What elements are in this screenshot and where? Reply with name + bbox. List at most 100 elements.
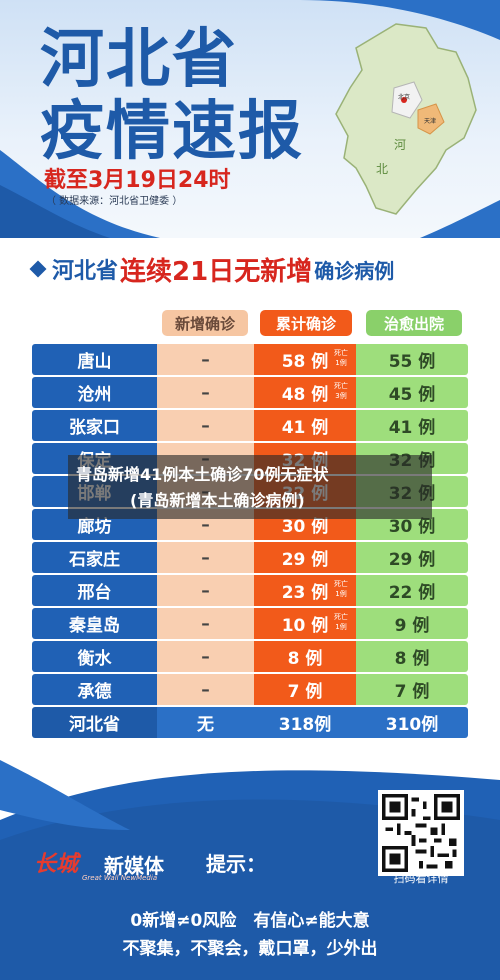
cell-new: 无	[157, 707, 254, 738]
cell-city-text: 邢台	[77, 583, 112, 603]
cell-city-text: 唐山	[77, 352, 112, 372]
footer-wave-decoration	[0, 760, 500, 980]
cell-new-text: –	[201, 547, 210, 568]
cell-total-text: 41 例	[281, 418, 329, 438]
header-wave-decoration	[0, 0, 500, 238]
cell-new-text: –	[201, 613, 210, 634]
cell-city: 张家口	[32, 410, 157, 441]
cell-city-text: 衡水	[77, 649, 112, 669]
cell-new-text: –	[201, 679, 210, 700]
map-label-he: 河	[394, 138, 407, 152]
cell-cured: 310例	[356, 707, 468, 738]
cell-total-text: 29 例	[281, 550, 329, 570]
cell-new: –	[157, 542, 254, 573]
cell-city-text: 秦皇岛	[69, 616, 120, 636]
table-row: 秦皇岛 – 10 例死亡 1例 9 例	[32, 608, 468, 639]
cell-city: 邢台	[32, 575, 157, 606]
cell-cured: 22 例	[356, 575, 468, 606]
cell-new-text: –	[201, 349, 210, 370]
column-header-total: 累计确诊	[260, 310, 352, 336]
cell-new-text: –	[201, 382, 210, 403]
cell-new: –	[157, 344, 254, 375]
cell-total-text: 8 例	[287, 649, 323, 669]
cell-new: –	[157, 410, 254, 441]
page-title-line2: 疫情速报	[40, 95, 304, 169]
cell-cured-text: 55 例	[388, 352, 436, 372]
death-note: 死亡 1例	[334, 612, 348, 632]
cell-total-text: 7 例	[287, 682, 323, 702]
logo-english: Great Wall NewMedia	[82, 874, 158, 882]
cell-city-text: 张家口	[69, 418, 120, 438]
diamond-icon	[29, 260, 47, 278]
great-wall-newmedia-logo: 长城 新媒体 Great Wall NewMedia	[34, 842, 204, 886]
table-row: 唐山 – 58 例死亡 1例 55 例	[32, 344, 468, 375]
cell-city: 唐山	[32, 344, 157, 375]
cell-new-text: –	[201, 580, 210, 601]
slogan-line1: 0新增≠0风险 有信心≠能大意	[130, 911, 370, 931]
cell-cured: 29 例	[356, 542, 468, 573]
logo-mark: 长城	[34, 851, 79, 877]
cell-total: 8 例	[254, 641, 356, 672]
cell-city: 承德	[32, 674, 157, 705]
cell-new: –	[157, 641, 254, 672]
cell-cured-text: 8 例	[394, 649, 430, 669]
cell-total-text: 10 例	[281, 616, 329, 636]
cell-total-text: 48 例	[281, 385, 329, 405]
cell-cured: 8 例	[356, 641, 468, 672]
subtitle-highlight: 连续21日无新增	[120, 256, 313, 287]
death-note-count: 1例	[335, 359, 347, 367]
subtitle-suffix: 确诊病例	[314, 258, 395, 283]
column-header-cured: 治愈出院	[366, 310, 462, 336]
column-header-new: 新增确诊	[162, 310, 248, 336]
slogan-line2: 不聚集，不聚会，戴口罩，少外出	[122, 939, 378, 959]
cell-new-text: –	[201, 514, 210, 535]
hebei-map: 北京 天津 河 北	[326, 18, 486, 218]
cell-total: 58 例死亡 1例	[254, 344, 356, 375]
death-note: 死亡 3例	[334, 381, 348, 401]
death-note-count: 1例	[335, 623, 347, 631]
cell-total-text: 58 例	[281, 352, 329, 372]
cell-city-text: 廊坊	[77, 517, 112, 537]
page-title-line1: 河北省	[40, 23, 238, 97]
cell-cured: 9 例	[356, 608, 468, 639]
qr-code-icon	[382, 794, 460, 872]
cell-total: 41 例	[254, 410, 356, 441]
cell-city: 石家庄	[32, 542, 157, 573]
cell-city-text: 承德	[77, 682, 112, 702]
cell-cured-text: 41 例	[388, 418, 436, 438]
cell-city-text: 石家庄	[69, 550, 120, 570]
cell-city-text: 沧州	[77, 385, 112, 405]
map-label-bei: 北	[376, 162, 389, 176]
hint-label: 提示：	[206, 852, 266, 876]
cell-cured-text: 22 例	[388, 583, 436, 603]
cell-cured: 45 例	[356, 377, 468, 408]
qr-code[interactable]	[378, 790, 464, 876]
cell-total: 10 例死亡 1例	[254, 608, 356, 639]
cell-total: 7 例	[254, 674, 356, 705]
cell-total: 23 例死亡 1例	[254, 575, 356, 606]
table-row: 石家庄 – 29 例 29 例	[32, 542, 468, 573]
cell-new: –	[157, 608, 254, 639]
map-icon	[335, 23, 477, 215]
cell-cured: 7 例	[356, 674, 468, 705]
cell-cured-text: 29 例	[388, 550, 436, 570]
logo-name: 新媒体	[104, 854, 164, 878]
date-line: 截至3月19日24时	[44, 168, 231, 193]
cell-new: –	[157, 575, 254, 606]
table-header: 新增确诊 累计确诊 治愈出院	[32, 306, 468, 344]
cell-cured-text: 30 例	[388, 517, 436, 537]
cell-total-text: 30 例	[281, 517, 329, 537]
caption-line1: 青岛新增41例本土确诊70例无症状	[76, 465, 329, 484]
cell-city: 秦皇岛	[32, 608, 157, 639]
cell-city: 河北省	[32, 707, 157, 738]
death-note-label: 死亡	[334, 613, 348, 621]
table-row: 张家口 – 41 例 41 例	[32, 410, 468, 441]
map-label-beijing: 北京	[398, 94, 411, 101]
cell-city: 沧州	[32, 377, 157, 408]
death-note-label: 死亡	[334, 382, 348, 390]
table-row: 衡水 – 8 例 8 例	[32, 641, 468, 672]
death-note: 死亡 1例	[334, 348, 348, 368]
header: 河北省 疫情速报 截至3月19日24时 （ 数据来源：河北省卫健委 ） 北京 天…	[0, 0, 500, 238]
death-note: 死亡 1例	[334, 579, 348, 599]
cell-total-text: 23 例	[281, 583, 329, 603]
